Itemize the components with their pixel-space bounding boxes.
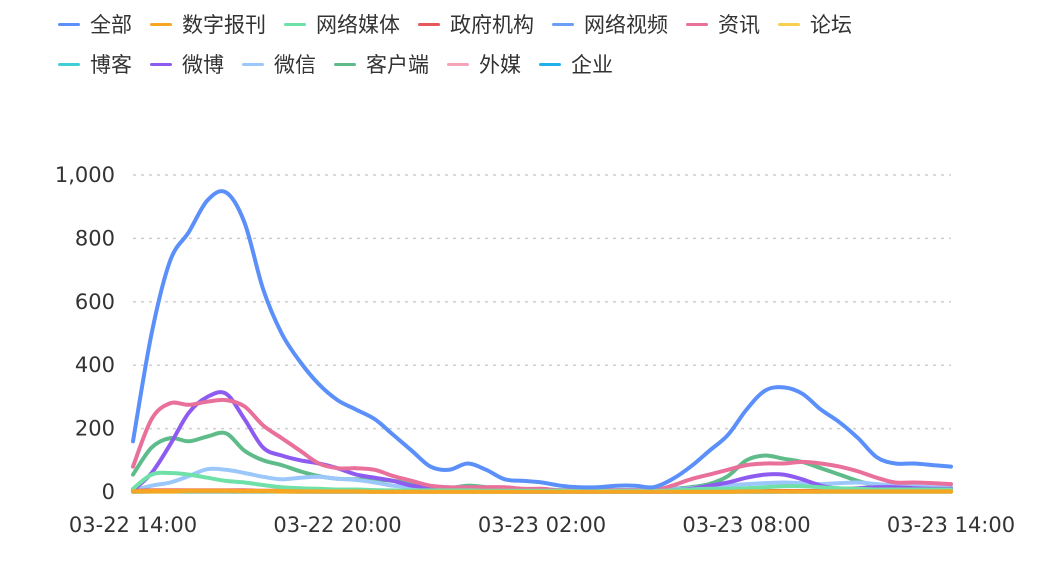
legend-swatch — [447, 62, 469, 66]
legend-label: 政府机构 — [450, 13, 534, 37]
legend-label: 全部 — [90, 13, 132, 37]
legend-item[interactable]: 数字报刊 — [150, 9, 266, 39]
y-tick-label: 400 — [75, 353, 115, 377]
legend-swatch — [150, 22, 172, 26]
legend-label: 网络视频 — [584, 13, 668, 37]
legend-item[interactable]: 博客 — [58, 49, 132, 79]
x-axis-ticks: 03-22 14:00 03-22 20:00 03-23 02:00 03-23 0… — [69, 513, 1015, 537]
legend-item[interactable]: 微信 — [242, 49, 316, 79]
legend-label: 网络媒体 — [316, 13, 400, 37]
legend-label: 微信 — [274, 53, 316, 77]
legend-item[interactable]: 论坛 — [778, 9, 852, 39]
legend-swatch — [242, 62, 264, 66]
legend-label: 企业 — [571, 53, 613, 77]
legend: 全部 数字报刊 网络媒体 政府机构 网络视频 资讯 论坛 博客 微博 微信 客户端 外媒 企业 — [58, 4, 1048, 84]
series-line — [131, 488, 953, 494]
x-tick-label: 03-23 02:00 — [478, 513, 606, 537]
legend-item[interactable]: 微博 — [150, 49, 224, 79]
legend-row: 博客 微博 微信 客户端 外媒 企业 — [58, 44, 1048, 84]
legend-swatch — [334, 62, 356, 66]
x-tick-label: 03-22 20:00 — [273, 513, 401, 537]
legend-label: 资讯 — [718, 13, 760, 37]
legend-swatch — [539, 62, 561, 66]
legend-swatch — [58, 62, 80, 66]
legend-row: 全部 数字报刊 网络媒体 政府机构 网络视频 资讯 论坛 — [58, 4, 1048, 44]
legend-item[interactable]: 客户端 — [334, 49, 429, 79]
y-tick-label: 200 — [75, 417, 115, 441]
y-tick-label: 1,000 — [55, 163, 115, 187]
legend-item[interactable]: 资讯 — [686, 9, 760, 39]
legend-swatch — [418, 22, 440, 26]
series-line — [131, 189, 953, 490]
legend-item[interactable]: 全部 — [58, 9, 132, 39]
y-tick-label: 0 — [102, 480, 115, 504]
legend-label: 论坛 — [810, 13, 852, 37]
legend-item[interactable]: 外媒 — [447, 49, 521, 79]
legend-label: 微博 — [182, 53, 224, 77]
legend-swatch — [58, 22, 80, 26]
legend-swatch — [284, 22, 306, 26]
legend-item[interactable]: 网络视频 — [552, 9, 668, 39]
x-tick-label: 03-23 14:00 — [887, 513, 1015, 537]
y-tick-label: 800 — [75, 226, 115, 250]
legend-label: 客户端 — [366, 53, 429, 77]
legend-item[interactable]: 政府机构 — [418, 9, 534, 39]
x-tick-label: 03-23 08:00 — [682, 513, 810, 537]
legend-item[interactable]: 企业 — [539, 49, 613, 79]
legend-label: 博客 — [90, 53, 132, 77]
x-tick-label: 03-22 14:00 — [69, 513, 197, 537]
legend-swatch — [686, 22, 708, 26]
legend-swatch — [150, 62, 172, 66]
legend-swatch — [552, 22, 574, 26]
legend-swatch — [778, 22, 800, 26]
legend-item[interactable]: 网络媒体 — [284, 9, 400, 39]
y-tick-label: 600 — [75, 290, 115, 314]
series-lines — [131, 189, 953, 494]
legend-label: 外媒 — [479, 53, 521, 77]
y-axis-ticks: 0 200 400 600 800 1,000 — [55, 163, 115, 504]
legend-label: 数字报刊 — [182, 13, 266, 37]
grid-lines — [133, 174, 951, 430]
